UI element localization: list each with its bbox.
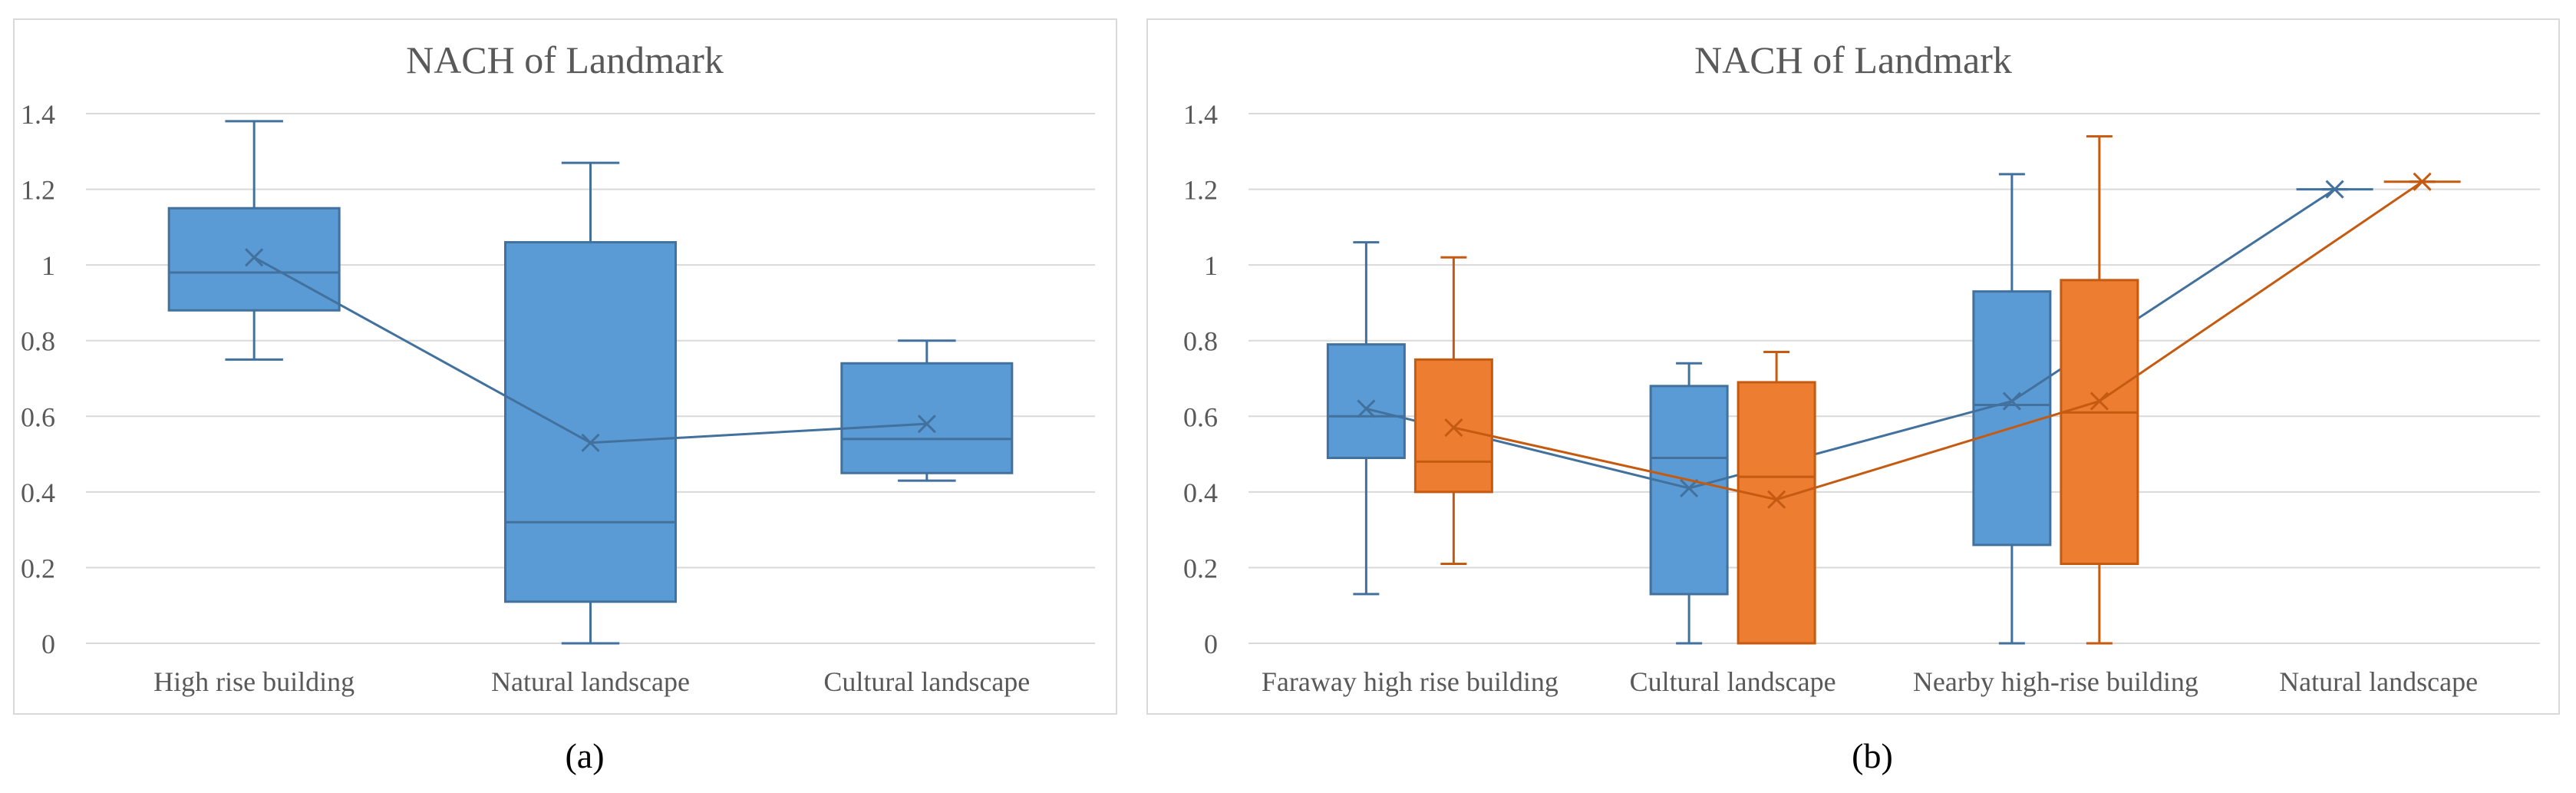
y-tick-label: 1.4	[21, 99, 55, 130]
series-1	[1326, 173, 2373, 645]
chart-panel-a: NACH of Landmark 0 0.2 0.4 0.6 0.8 1 1.2 1.4 Hi…	[13, 18, 1117, 775]
mean-line	[1453, 180, 2423, 501]
box	[167, 207, 341, 312]
x-category-label: Faraway high rise building	[1262, 666, 1558, 697]
y-tick-label: 0.6	[21, 401, 55, 432]
series-2	[1413, 135, 2461, 645]
y-tick-label: 0.2	[21, 553, 55, 583]
series-1	[167, 120, 1014, 645]
chart-b-gridlines	[1248, 113, 2540, 644]
box	[1413, 358, 1493, 494]
chart-b-x-labels: Faraway high rise building Cultural lands…	[1262, 666, 2478, 697]
box	[1649, 385, 1729, 596]
y-tick-label: 0	[41, 629, 55, 659]
box	[840, 362, 1014, 474]
chart-b-marks	[1326, 135, 2461, 645]
chart-a-title: NACH of Landmark	[406, 38, 724, 81]
y-tick-label: 0.2	[1183, 553, 1218, 583]
box	[1737, 381, 1816, 645]
chart-b-caption: (b)	[1852, 736, 1893, 775]
y-tick-label: 0.4	[21, 477, 55, 508]
x-category-label: Cultural landscape	[823, 666, 1030, 697]
chart-panel-b: NACH of Landmark 0 0.2 0.4 0.6 0.8 1 1.2 1.4 Fa…	[1146, 18, 2560, 775]
x-category-label: Cultural landscape	[1630, 666, 1836, 697]
box	[504, 241, 677, 603]
x-category-label: Natural landscape	[2279, 666, 2478, 697]
mean-line	[1366, 188, 2336, 490]
y-tick-label: 0.4	[1183, 477, 1218, 508]
box	[2060, 279, 2139, 565]
y-tick-label: 0	[1204, 629, 1218, 659]
y-tick-label: 0.6	[1183, 401, 1218, 432]
x-category-label: Natural landscape	[491, 666, 690, 697]
y-tick-label: 1.2	[1183, 175, 1218, 206]
box	[1326, 343, 1406, 459]
chart-a-y-ticks: 0 0.2 0.4 0.6 0.8 1 1.2 1.4	[21, 99, 55, 659]
x-category-label: Nearby high-rise building	[1913, 666, 2198, 697]
y-tick-label: 1.2	[21, 175, 55, 206]
chart-a-caption: (a)	[565, 736, 604, 775]
chart-a-x-labels: High rise building Natural landscape Cultu…	[153, 666, 1030, 697]
chart-a-marks	[167, 120, 1014, 645]
chart-b-y-ticks: 0 0.2 0.4 0.6 0.8 1 1.2 1.4	[1183, 99, 1218, 659]
y-tick-label: 1	[1204, 250, 1218, 281]
mean-line	[253, 256, 927, 444]
box	[1972, 290, 2052, 547]
chart-b-title: NACH of Landmark	[1694, 38, 2012, 81]
y-tick-label: 0.8	[21, 326, 55, 357]
x-category-label: High rise building	[153, 666, 355, 697]
y-tick-label: 0.8	[1183, 326, 1218, 357]
y-tick-label: 1.4	[1183, 99, 1218, 130]
y-tick-label: 1	[41, 250, 55, 281]
